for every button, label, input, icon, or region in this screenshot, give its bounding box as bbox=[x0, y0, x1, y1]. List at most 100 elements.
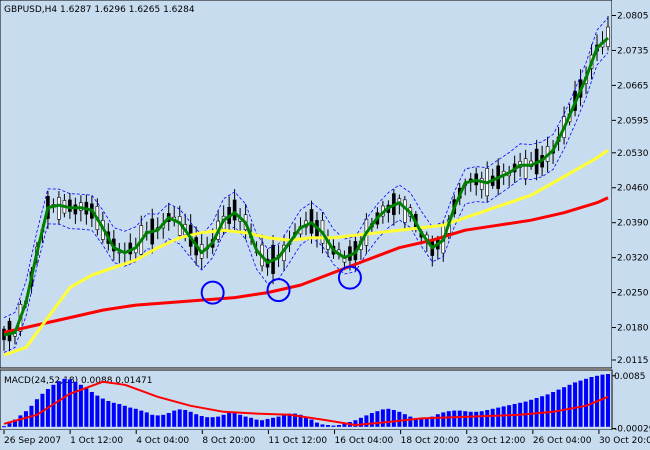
macd-bar bbox=[232, 413, 237, 427]
price-tick-label: 2.0460 bbox=[617, 184, 649, 194]
macd-bar bbox=[325, 425, 330, 427]
macd-title: MACD(24,52,18) 0.0088 0.01471 bbox=[4, 376, 153, 386]
macd-bar bbox=[606, 374, 610, 427]
macd-bar bbox=[589, 377, 594, 427]
macd-bar bbox=[95, 395, 100, 427]
macd-bar bbox=[89, 392, 94, 427]
macd-bar bbox=[573, 382, 578, 427]
macd-bar bbox=[435, 414, 440, 427]
macd-bar bbox=[122, 405, 127, 427]
time-tick-label: 26 Sep 2007 bbox=[4, 436, 61, 446]
candle-body bbox=[117, 251, 122, 254]
time-tick-label: 26 Oct 04:00 bbox=[533, 436, 592, 446]
macd-bar bbox=[446, 411, 451, 427]
time-axis-ticks: 26 Sep 2007 1 Oct 12:00 4 Oct 04:00 8 Oct 2… bbox=[3, 430, 650, 446]
time-axis bbox=[0, 430, 650, 450]
macd-bar bbox=[413, 418, 418, 427]
highlight-circle bbox=[266, 278, 291, 303]
macd-bar bbox=[271, 417, 276, 427]
macd-bar bbox=[551, 392, 556, 427]
macd-bar bbox=[12, 419, 17, 427]
macd-signal-line bbox=[3, 380, 609, 427]
macd-bar bbox=[51, 384, 56, 427]
macd-bar bbox=[194, 414, 199, 427]
macd-bar bbox=[457, 410, 462, 427]
macd-bar bbox=[78, 384, 83, 427]
macd-bar bbox=[133, 408, 138, 427]
candle-body bbox=[479, 178, 484, 190]
macd-bar bbox=[342, 423, 347, 427]
candle-body bbox=[523, 158, 528, 179]
candle-body bbox=[57, 197, 61, 220]
macd-bar bbox=[177, 409, 182, 427]
macd-bar bbox=[62, 378, 67, 427]
macd-bar bbox=[485, 410, 490, 427]
macd-axis-ticks: 0.0085 -0.00029 bbox=[612, 372, 650, 435]
macd-bar bbox=[161, 414, 166, 427]
price-axis-ticks: 2.0805 2.0735 2.0665 2.0595 2.0530 2.0460 2.03… bbox=[612, 11, 649, 366]
macd-bar bbox=[336, 425, 341, 427]
macd-bar bbox=[556, 389, 561, 427]
highlight-circles bbox=[200, 265, 362, 305]
macd-bar bbox=[584, 378, 589, 427]
time-tick-label: 11 Oct 12:00 bbox=[268, 436, 327, 446]
time-tick-label: 8 Oct 20:00 bbox=[202, 436, 255, 446]
macd-bar bbox=[18, 415, 23, 427]
macd-bar bbox=[578, 380, 583, 427]
chart-title: GBPUSD,H4 1.6287 1.6296 1.6265 1.6284 bbox=[4, 5, 195, 15]
macd-bar bbox=[452, 410, 457, 427]
candle-body bbox=[403, 199, 407, 223]
macd-bar bbox=[375, 411, 380, 427]
macd-bar bbox=[150, 414, 155, 427]
price-tick-label: 2.0665 bbox=[617, 81, 649, 91]
macd-bar bbox=[144, 412, 149, 427]
macd-signal bbox=[3, 380, 609, 427]
macd-bar bbox=[391, 410, 396, 427]
price-tick-label: 2.0530 bbox=[617, 149, 649, 159]
price-tick-label: 2.0735 bbox=[617, 46, 649, 56]
macd-bar bbox=[199, 416, 204, 427]
price-axis bbox=[612, 0, 650, 430]
macd-bar bbox=[424, 418, 429, 427]
macd-bar bbox=[188, 411, 193, 427]
macd-bar bbox=[56, 381, 61, 427]
macd-bar bbox=[249, 417, 254, 427]
price-tick-label: 2.0390 bbox=[617, 219, 649, 229]
macd-bar bbox=[496, 407, 501, 427]
time-tick-label: 16 Oct 04:00 bbox=[335, 436, 394, 446]
macd-bar bbox=[210, 417, 215, 427]
band-line bbox=[3, 17, 609, 318]
macd-bar bbox=[254, 419, 259, 427]
macd-bar bbox=[320, 424, 325, 427]
candle-body bbox=[68, 199, 72, 212]
macd-tick-label: -0.00029 bbox=[614, 425, 650, 435]
price-tick-label: 2.0805 bbox=[617, 11, 649, 21]
macd-bar bbox=[468, 411, 473, 427]
candle-body bbox=[232, 199, 237, 221]
macd-bar bbox=[397, 411, 402, 427]
macd-bar bbox=[463, 411, 468, 427]
macd-bar bbox=[172, 410, 177, 427]
macd-bar bbox=[358, 417, 363, 427]
macd-tick-label: 0.0085 bbox=[614, 372, 646, 382]
macd-bar bbox=[243, 416, 248, 427]
macd-bar bbox=[84, 388, 89, 427]
macd-bar bbox=[430, 416, 435, 427]
macd-bar bbox=[73, 381, 78, 427]
macd-bar bbox=[353, 420, 358, 427]
macd-bar bbox=[364, 415, 369, 427]
price-tick-label: 2.0180 bbox=[617, 324, 649, 334]
moving-average-line bbox=[3, 149, 609, 357]
macd-bar bbox=[128, 407, 133, 427]
macd-bar bbox=[419, 419, 424, 427]
macd-bar bbox=[260, 420, 265, 427]
candle-body bbox=[73, 204, 78, 215]
band-lines bbox=[3, 17, 609, 353]
macd-bar bbox=[205, 417, 210, 427]
time-tick-label: 1 Oct 12:00 bbox=[70, 436, 123, 446]
band-line bbox=[3, 52, 609, 353]
macd-bar bbox=[501, 406, 506, 427]
macd-bar bbox=[474, 411, 479, 427]
time-tick-label: 18 Oct 20:00 bbox=[401, 436, 460, 446]
